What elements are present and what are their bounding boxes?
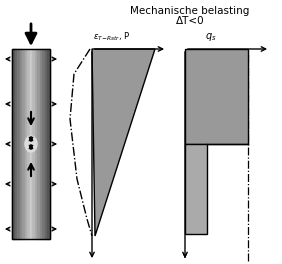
Bar (22, 49, 25, 239)
Bar (20, 49, 22, 239)
Bar (185, 49, 248, 144)
Ellipse shape (25, 136, 37, 152)
Bar (30, 49, 32, 239)
Text: Mechanische belasting: Mechanische belasting (130, 6, 250, 16)
Bar (47, 49, 50, 239)
Bar (185, 144, 207, 234)
Text: ΔT<0: ΔT<0 (176, 16, 204, 26)
Bar (40, 49, 42, 239)
Bar (37, 49, 40, 239)
Text: $q_s$: $q_s$ (205, 31, 217, 43)
Bar (45, 49, 47, 239)
Bar (32, 49, 35, 239)
Bar (17, 49, 20, 239)
Polygon shape (92, 49, 155, 236)
Text: $\varepsilon_{T\!-\!Rstr}$, P: $\varepsilon_{T\!-\!Rstr}$, P (93, 31, 131, 43)
Bar (12, 49, 50, 239)
Bar (15, 49, 17, 239)
Bar (35, 49, 37, 239)
Bar (42, 49, 45, 239)
Bar (12, 49, 15, 239)
Bar (25, 49, 27, 239)
Bar (27, 49, 30, 239)
